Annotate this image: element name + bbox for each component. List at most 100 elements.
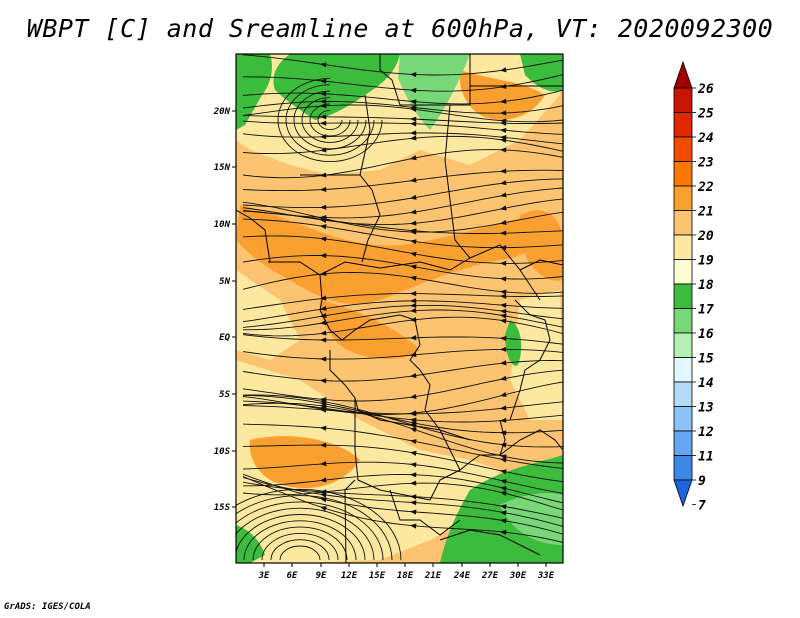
- streamline-arrowhead: [499, 504, 507, 510]
- colorbar-segment: [673, 283, 693, 309]
- streamline-arrowhead: [409, 130, 417, 136]
- streamline: [242, 201, 563, 233]
- streamline-arrowhead: [409, 87, 417, 93]
- lon-tick-label: 30E: [509, 571, 527, 581]
- colorbar-label: 12: [698, 425, 714, 440]
- colorbar-label: 9: [698, 474, 706, 489]
- colorbar-segment: [673, 332, 693, 358]
- streamline: [236, 501, 384, 561]
- streamline: [261, 532, 339, 561]
- lat-tick-label: EQ: [219, 333, 230, 343]
- streamline-arrowhead: [499, 245, 507, 251]
- streamline: [242, 300, 563, 323]
- streamline: [243, 474, 563, 504]
- streamline: [242, 149, 563, 179]
- streamline-arrowhead: [319, 236, 327, 242]
- lat-tick-label: 15N: [214, 163, 231, 173]
- country-borders: [236, 54, 563, 563]
- streamline-arrowhead: [499, 289, 507, 295]
- streamline: [242, 461, 563, 494]
- streamline: [242, 178, 563, 209]
- streamline-arrowhead: [499, 335, 507, 342]
- streamline: [242, 402, 563, 464]
- streamline-arrowhead: [409, 308, 417, 314]
- streamline: [242, 104, 563, 123]
- lon-tick-label: 24E: [453, 571, 471, 581]
- streamline-arrowhead: [409, 239, 417, 245]
- streamline: [242, 101, 563, 114]
- streamline-arrowhead: [499, 486, 507, 492]
- colorbar-label: 19: [698, 254, 714, 269]
- lat-tick-label: 5S: [219, 390, 230, 400]
- lon-tick-label: 9E: [316, 571, 327, 581]
- streamline-arrowhead: [319, 399, 327, 405]
- colorbar-bottom-arrow: [673, 479, 693, 508]
- lon-tick-label: 18E: [397, 571, 414, 581]
- longitude-axis: 3E 6E 9E 12E 15E 18E 21E 24E 27E 30E 33E: [258, 563, 555, 581]
- colorbar-segment: [673, 259, 693, 285]
- streamline-arrowhead: [499, 127, 507, 134]
- colorbar-segment: [673, 234, 693, 260]
- streamline-arrowhead: [409, 72, 417, 78]
- streamline-arrowhead: [499, 375, 507, 381]
- streamline: [236, 488, 402, 561]
- lon-tick-label: 27E: [481, 571, 499, 581]
- streamline-arrowhead: [409, 275, 417, 281]
- streamline-arrowhead: [319, 477, 327, 483]
- streamline-arrowhead: [319, 120, 327, 126]
- colorbar-label: 11: [698, 450, 714, 465]
- streamline-arrowhead: [499, 346, 507, 352]
- streamline: [242, 89, 563, 105]
- colorbar-segment: [673, 357, 693, 383]
- streamline: [242, 400, 563, 423]
- streamline-arrowhead: [409, 220, 417, 226]
- streamline-arrowhead: [409, 373, 417, 379]
- colorbar-label: 22: [697, 180, 714, 195]
- streamline-arrowhead: [319, 295, 327, 301]
- streamline: [242, 169, 563, 192]
- colorbar-label: 24: [697, 131, 714, 146]
- streamline-arrowhead: [319, 330, 327, 336]
- streamline: [242, 476, 563, 543]
- streamline-arrowhead: [319, 497, 327, 503]
- streamline: [242, 235, 563, 264]
- streamline-arrowhead: [319, 320, 327, 326]
- streamline: [236, 495, 393, 561]
- streamline-arrowhead: [319, 78, 327, 84]
- streamline-arrowhead: [319, 147, 327, 153]
- streamline-arrowhead: [499, 479, 507, 485]
- streamline: [279, 545, 321, 561]
- colorbar-segment: [673, 87, 693, 113]
- streamline-arrowhead: [319, 305, 327, 311]
- lon-tick-label: 15E: [369, 571, 386, 581]
- colorbar: 26 25 24 23 22 21 20 19 18 17 16 15 14 13 12 11 9 7: [673, 60, 714, 514]
- streamline-arrowhead: [409, 291, 417, 297]
- streamline: [242, 293, 563, 310]
- streamline: [242, 401, 563, 415]
- streamline-arrowhead: [319, 506, 327, 512]
- streamline-arrowhead: [499, 205, 507, 211]
- streamline-arrowhead: [499, 302, 507, 308]
- streamline-arrowhead: [499, 518, 507, 524]
- streamline-arrowhead: [499, 120, 507, 126]
- streamline: [242, 114, 563, 124]
- streamline-arrowhead: [409, 462, 417, 468]
- streamline-arrowhead: [409, 450, 417, 456]
- colorbar-label: 20: [697, 229, 714, 244]
- streamline-arrowhead: [409, 155, 417, 161]
- streamline-arrowhead: [409, 251, 417, 257]
- streamline-arrowhead: [499, 318, 507, 324]
- map-title: WBPT [C] and Sreamline at 600hPa, VT: 20…: [26, 14, 774, 43]
- streamline: [242, 394, 563, 448]
- streamline: [242, 369, 563, 402]
- streamline: [277, 77, 383, 163]
- colorbar-label: 13: [698, 401, 714, 416]
- streamline-arrowhead: [499, 276, 507, 282]
- streamline: [242, 135, 563, 155]
- colorbar-segment: [673, 136, 693, 162]
- streamline: [242, 394, 563, 434]
- streamline-arrowhead: [409, 500, 417, 506]
- streamline-arrowhead: [409, 393, 417, 400]
- streamline-arrowhead: [499, 469, 507, 475]
- streamline: [242, 120, 563, 135]
